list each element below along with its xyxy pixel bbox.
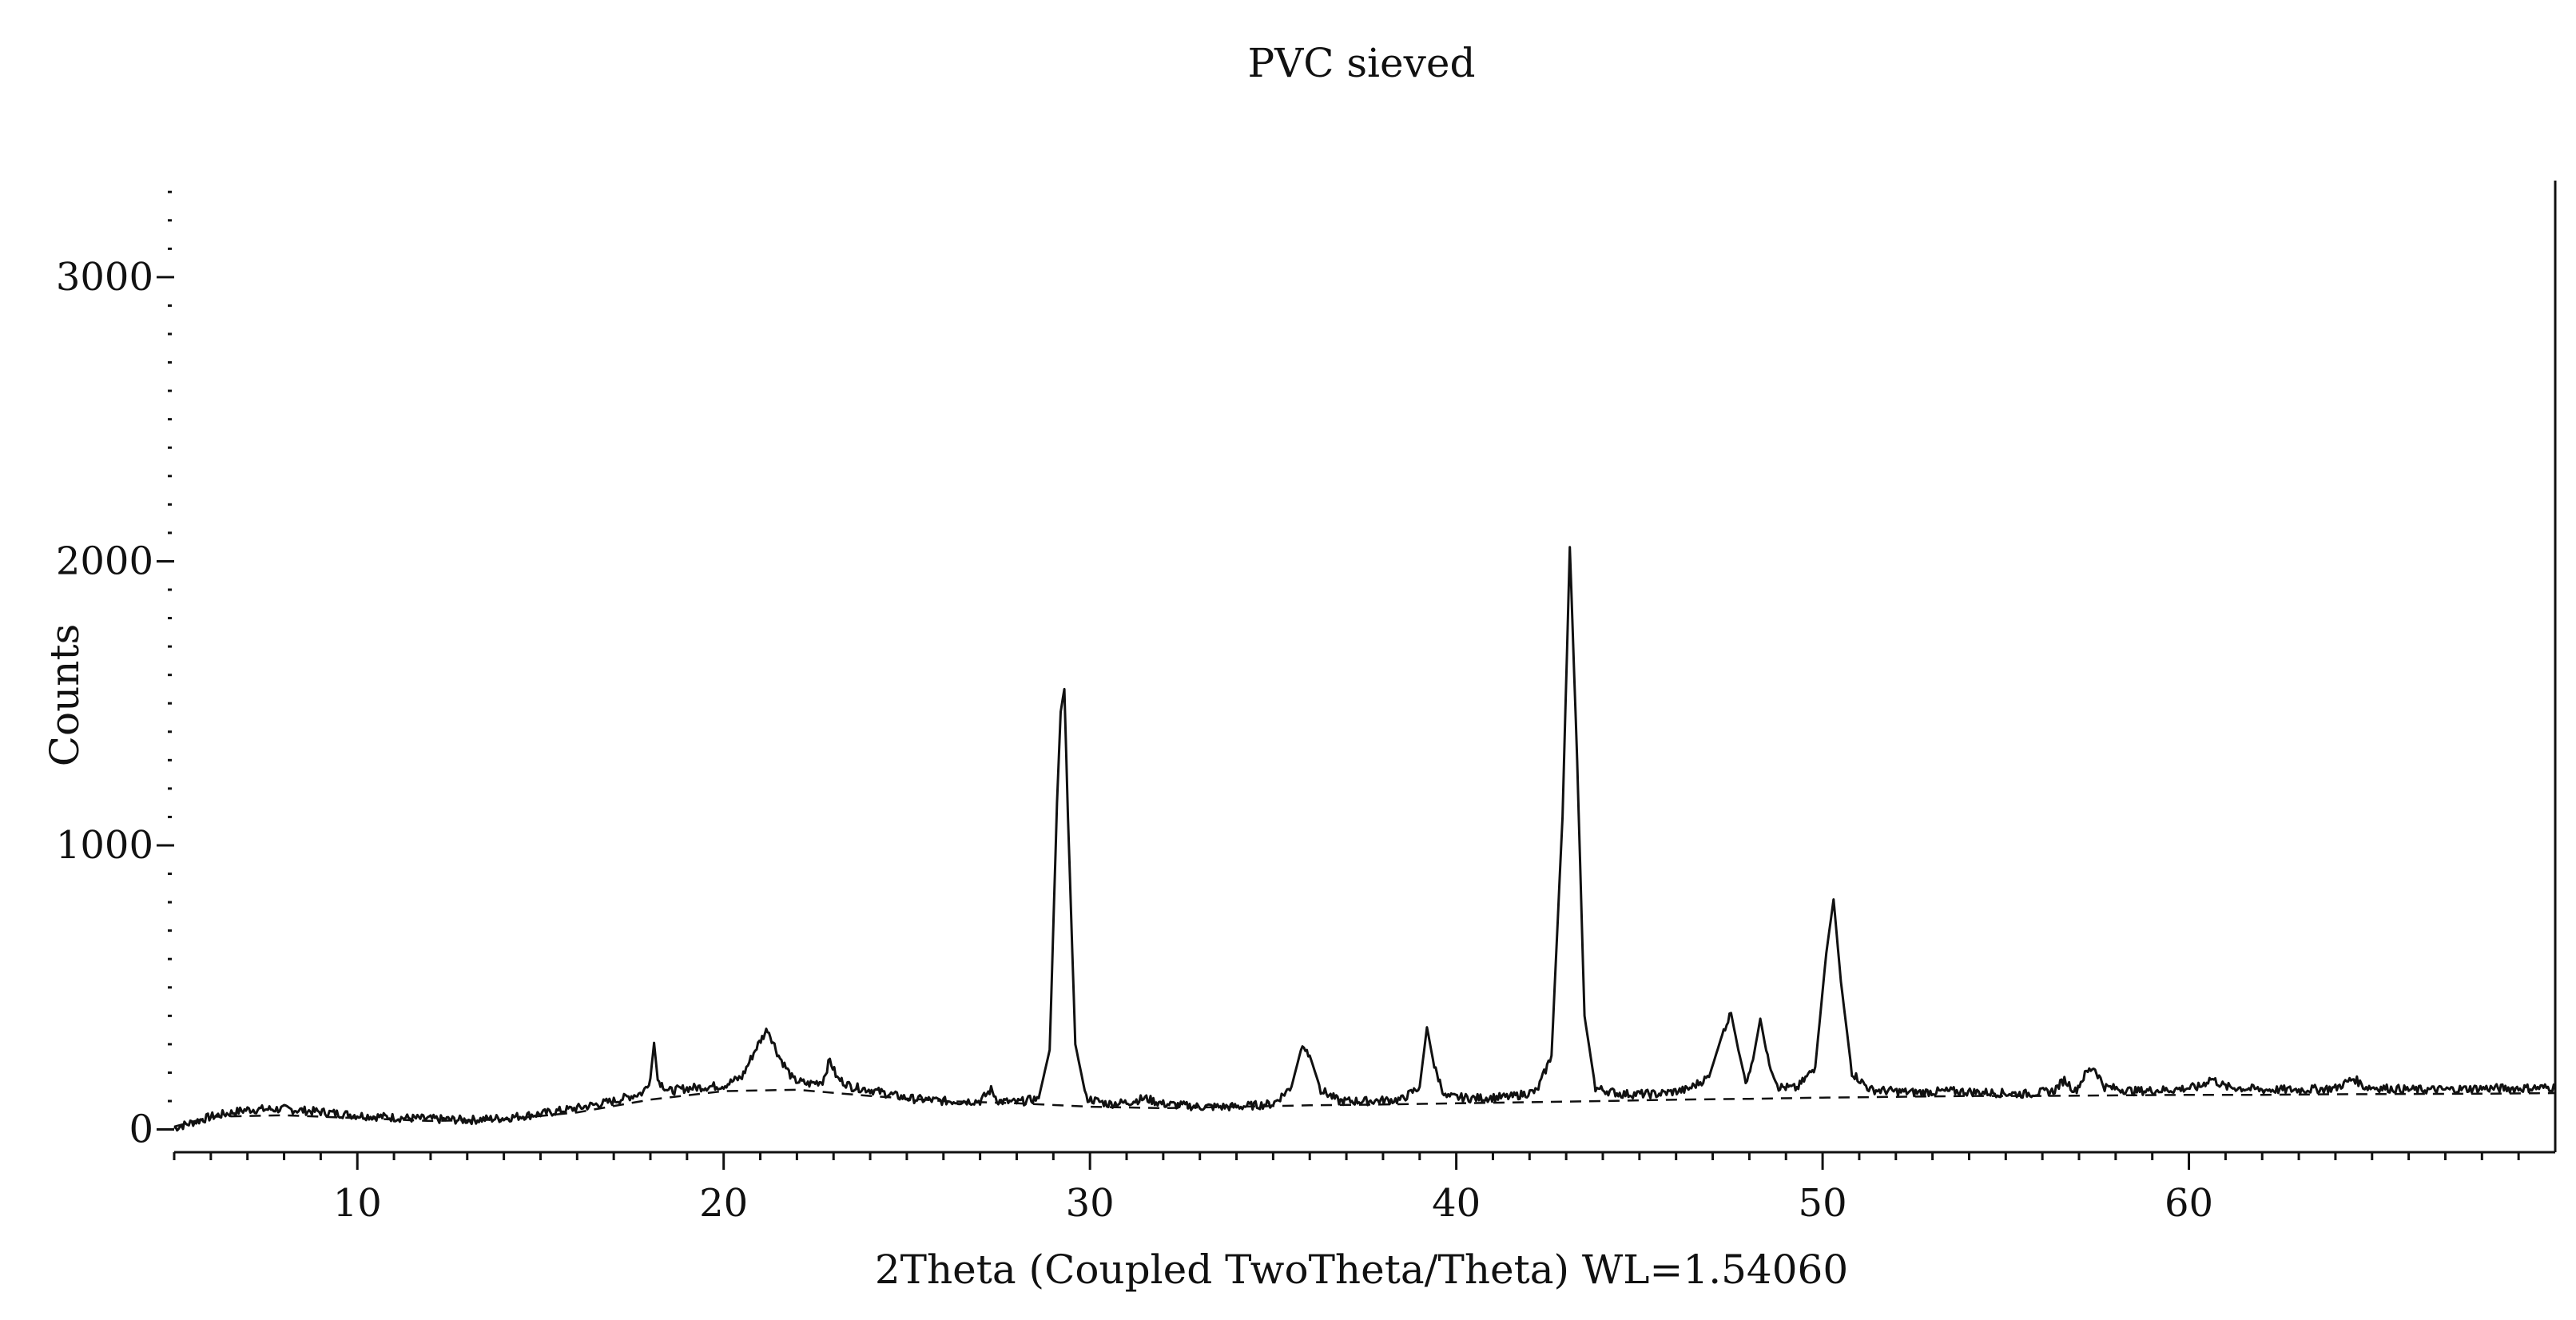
- y-tick-label: 3000: [56, 255, 153, 300]
- y-tick-label: 0: [129, 1107, 153, 1152]
- data-layer: [173, 546, 2557, 1132]
- x-axis-label: 2Theta (Coupled TwoTheta/Theta) WL=1.540…: [875, 1246, 1848, 1293]
- axes-layer: 0 1000 2000 3000 10 20 30 40 50 60: [56, 181, 2557, 1226]
- background-layer: [173, 1088, 2556, 1128]
- series-line: [173, 546, 2557, 1132]
- y-axis-label: Counts: [42, 624, 88, 767]
- x-tick-label: 10: [333, 1181, 382, 1226]
- x-tick-label: 30: [1066, 1181, 1115, 1226]
- y-tick-label: 1000: [56, 823, 153, 868]
- x-tick-label: 20: [699, 1181, 748, 1226]
- y-tick-label: 2000: [56, 539, 153, 583]
- x-tick-label: 60: [2165, 1181, 2213, 1226]
- x-tick-label: 50: [1799, 1181, 1847, 1226]
- x-tick-label: 40: [1432, 1181, 1481, 1226]
- background-curve: [173, 1088, 2556, 1128]
- chart-title: PVC sieved: [1248, 40, 1476, 86]
